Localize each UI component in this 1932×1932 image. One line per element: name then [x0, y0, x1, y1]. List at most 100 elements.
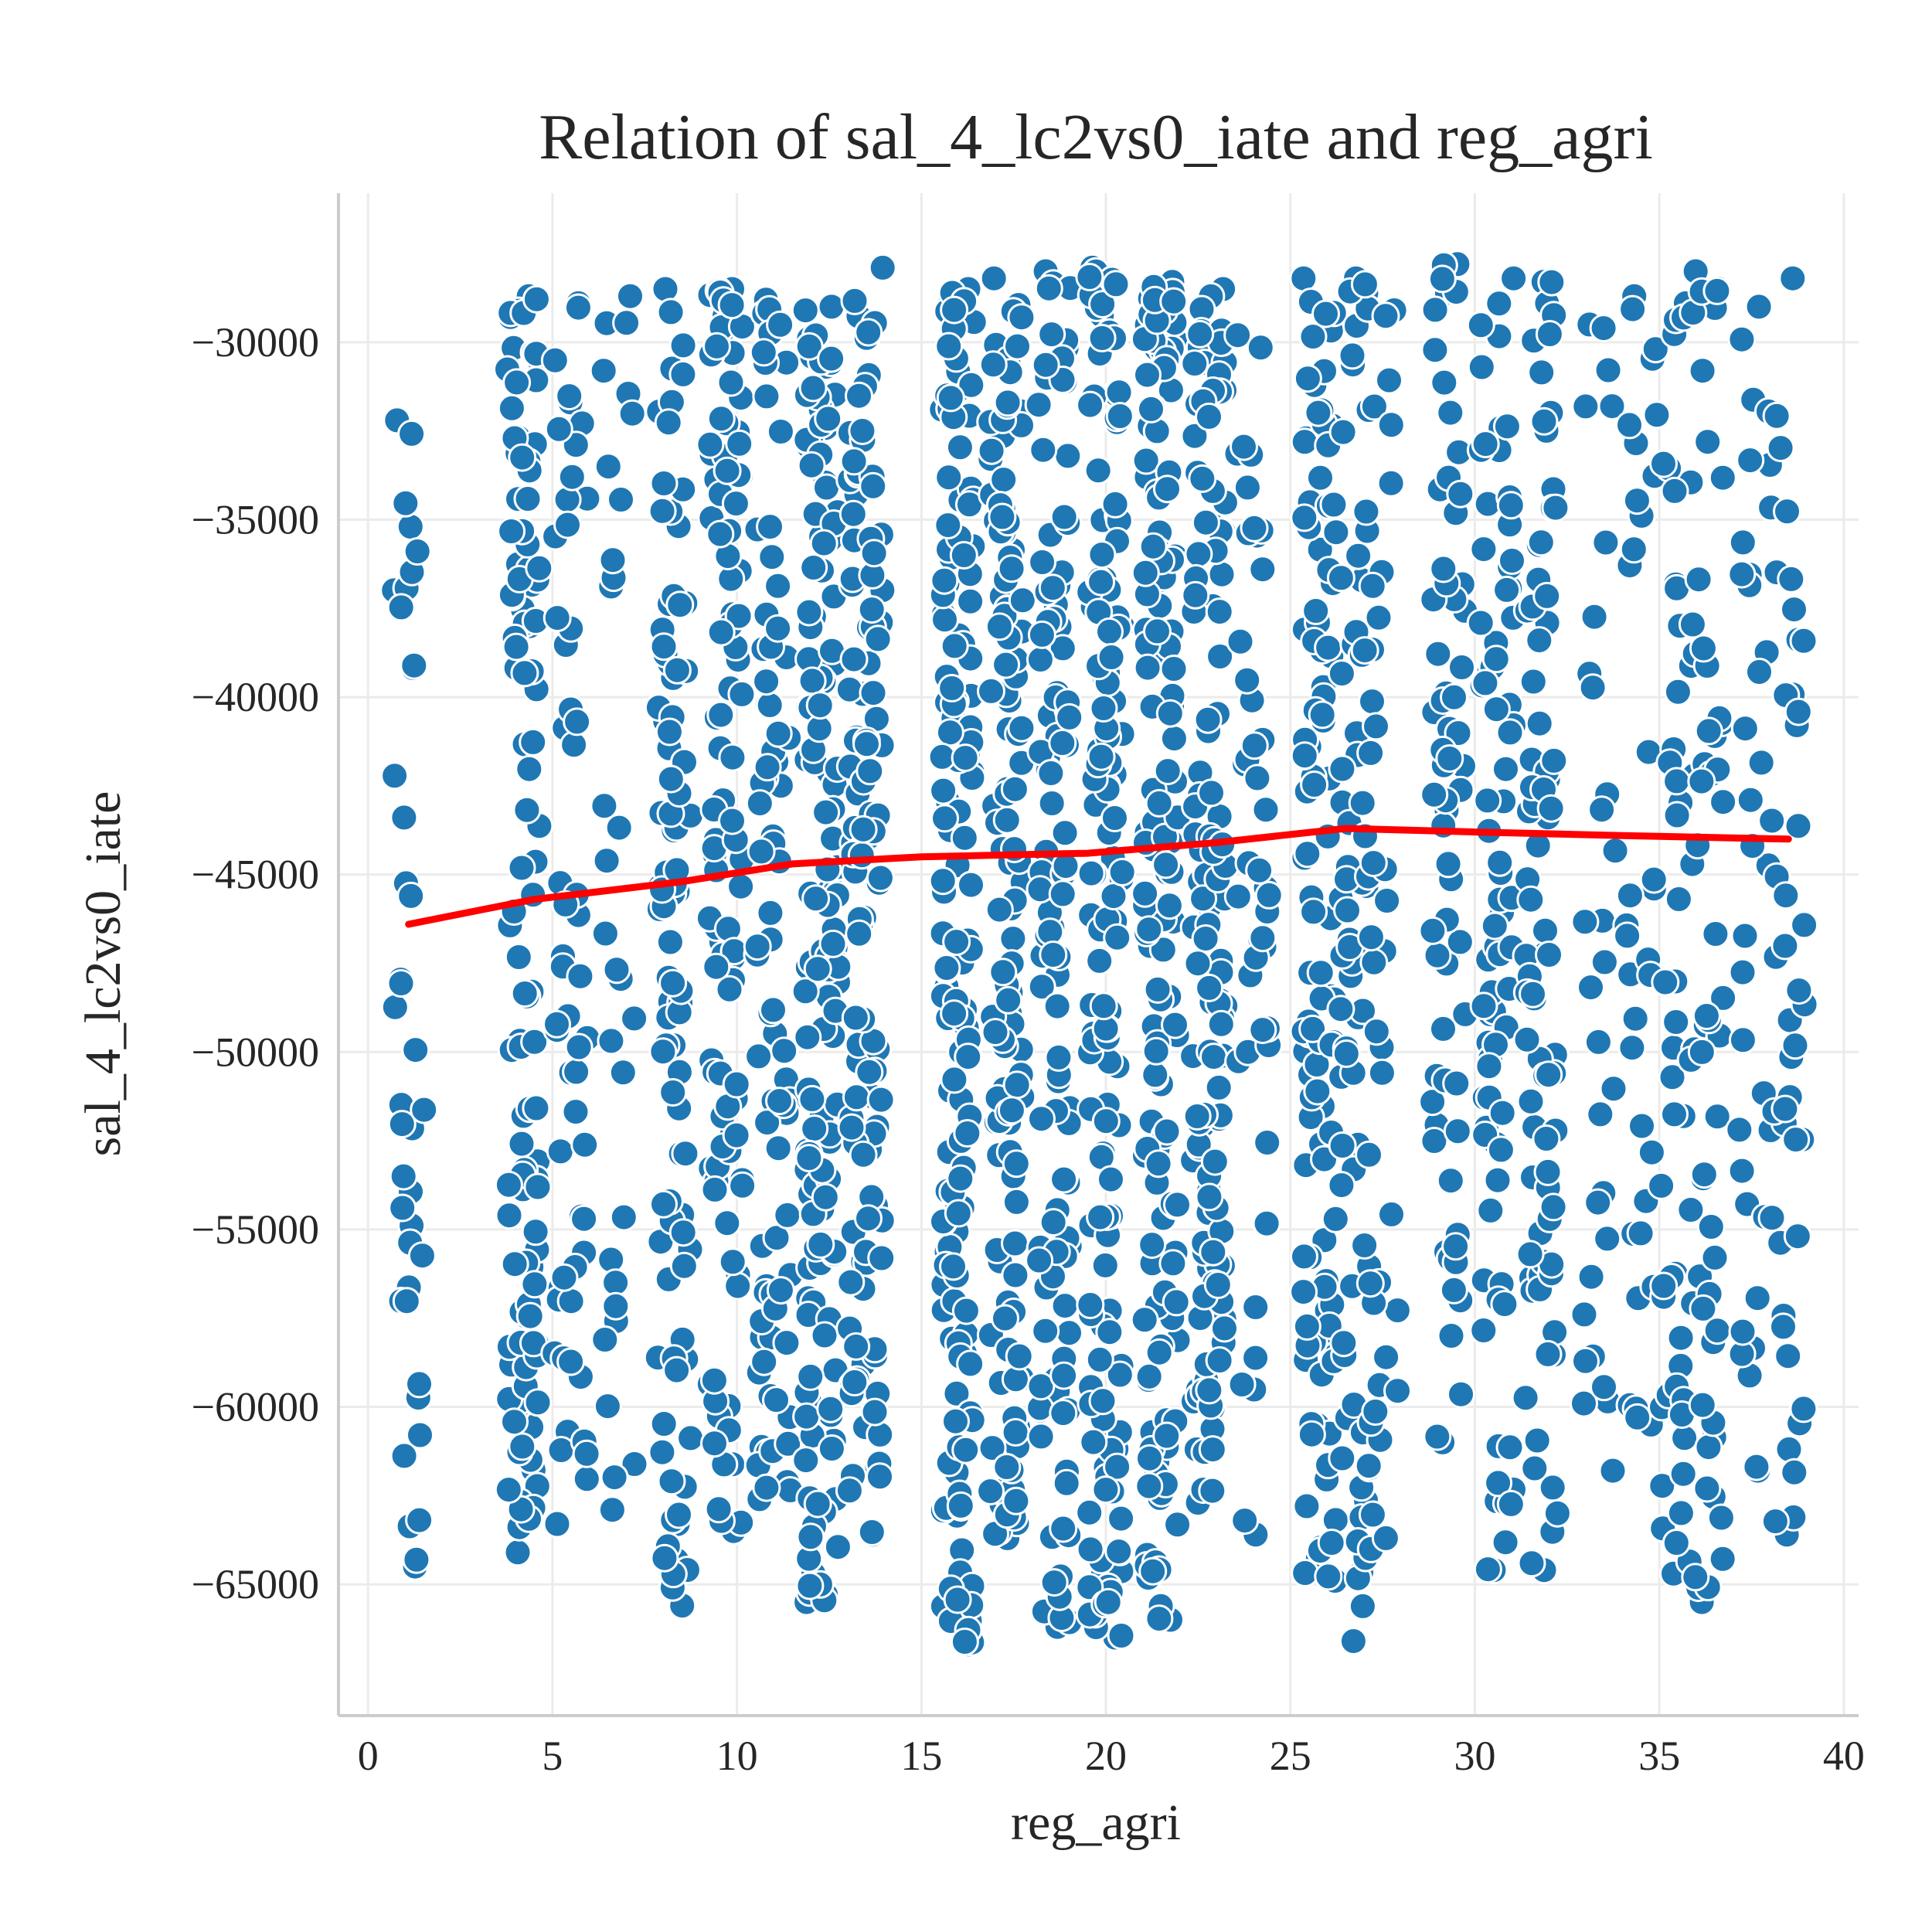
scatter-point	[1687, 767, 1716, 796]
scatter-point	[1326, 995, 1355, 1024]
scatter-point	[818, 929, 848, 958]
scatter-point	[998, 924, 1028, 954]
scatter-point	[1155, 699, 1185, 728]
scatter-point	[724, 601, 753, 631]
scatter-point	[1008, 586, 1037, 615]
scatter-point	[1730, 714, 1760, 743]
scatter-point	[410, 1095, 439, 1124]
scatter-point	[1159, 655, 1189, 683]
scatter-point	[1383, 1296, 1412, 1325]
scatter-point	[1153, 757, 1182, 786]
scatter-point	[1447, 1379, 1475, 1409]
scatter-point	[1434, 849, 1463, 879]
scatter-point	[766, 417, 795, 446]
scatter-point	[1291, 1559, 1320, 1587]
scatter-point	[543, 604, 572, 633]
scatter-point	[1757, 1203, 1787, 1233]
scatter-point	[380, 992, 410, 1022]
scatter-point	[522, 1094, 551, 1123]
scatter-point	[957, 870, 985, 900]
scatter-point	[1527, 358, 1556, 387]
scatter-point	[1206, 642, 1235, 671]
scatter-point	[1195, 1376, 1224, 1405]
scatter-point	[1199, 1043, 1228, 1072]
scatter-point	[1590, 947, 1619, 977]
scatter-point	[1050, 818, 1080, 848]
scatter-point	[497, 517, 526, 546]
scatter-point	[1774, 1342, 1803, 1371]
scatter-point	[543, 1009, 571, 1039]
scatter-point	[801, 884, 831, 913]
scatter-point	[590, 1325, 620, 1354]
scatter-point	[1484, 1468, 1513, 1498]
scatter-point	[1048, 879, 1077, 909]
scatter-point	[956, 1349, 985, 1379]
scatter-point	[939, 1252, 968, 1281]
scatter-point	[1430, 368, 1459, 397]
scatter-point	[1049, 1399, 1078, 1428]
scatter-point	[1105, 402, 1134, 430]
scatter-point	[1371, 1523, 1400, 1553]
scatter-point	[1328, 754, 1357, 784]
scatter-point	[954, 1043, 983, 1072]
scatter-point	[1145, 1338, 1174, 1367]
scatter-point	[718, 1247, 747, 1277]
scatter-point	[1696, 1213, 1726, 1241]
scatter-point	[1083, 456, 1113, 485]
scatter-point	[949, 541, 978, 570]
scatter-point	[1471, 430, 1500, 459]
scatter-point	[1049, 502, 1079, 532]
scatter-point	[794, 332, 824, 361]
scatter-point	[1594, 355, 1623, 385]
scatter-point	[773, 1200, 802, 1230]
scatter-point	[1049, 1165, 1079, 1194]
scatter-point	[1088, 1386, 1117, 1416]
scatter-point	[863, 624, 893, 654]
scatter-point	[497, 393, 526, 423]
scatter-point	[1516, 885, 1546, 914]
scatter-point	[1676, 1196, 1706, 1224]
scatter-point	[1423, 940, 1452, 970]
scatter-point	[1536, 794, 1566, 823]
scatter-point	[1666, 1323, 1696, 1352]
scatter-point	[859, 471, 888, 501]
scatter-point	[1144, 1149, 1173, 1179]
scatter-point	[951, 1296, 981, 1325]
scatter-point	[1328, 1131, 1357, 1160]
scatter-point	[1099, 882, 1128, 911]
scatter-point	[386, 969, 416, 998]
scatter-point	[1203, 1270, 1233, 1299]
scatter-point	[1598, 1456, 1628, 1485]
scatter-point	[403, 537, 432, 566]
scatter-point	[704, 1495, 733, 1524]
scatter-point	[1626, 1219, 1655, 1248]
scatter-point	[1135, 1444, 1164, 1473]
scatter-point	[1687, 1037, 1716, 1066]
scatter-point	[1029, 435, 1058, 464]
scatter-point	[1736, 785, 1765, 815]
scatter-point	[1138, 532, 1168, 561]
scatter-point	[1688, 356, 1717, 386]
scatter-point	[504, 943, 533, 971]
scatter-point	[1001, 1365, 1030, 1394]
scatter-point	[495, 1201, 524, 1230]
scatter-point	[1300, 770, 1329, 799]
scatter-point	[816, 1394, 845, 1423]
scatter-point	[806, 1230, 835, 1259]
scatter-point	[1492, 754, 1520, 784]
scatter-point	[716, 368, 746, 397]
scatter-point	[945, 433, 975, 462]
scatter-point	[602, 955, 631, 985]
scatter-point	[1469, 992, 1498, 1021]
scatter-point	[994, 985, 1023, 1015]
scatter-point	[1587, 795, 1617, 825]
scatter-point	[1520, 1454, 1549, 1483]
scatter-point	[1526, 528, 1556, 557]
scatter-point	[1039, 1568, 1069, 1597]
scatter-point	[1319, 490, 1349, 519]
scatter-point	[840, 286, 869, 315]
scatter-point	[1191, 924, 1220, 953]
scatter-point	[1095, 1318, 1124, 1347]
scatter-point	[860, 1397, 889, 1427]
scatter-point	[1152, 1117, 1182, 1146]
